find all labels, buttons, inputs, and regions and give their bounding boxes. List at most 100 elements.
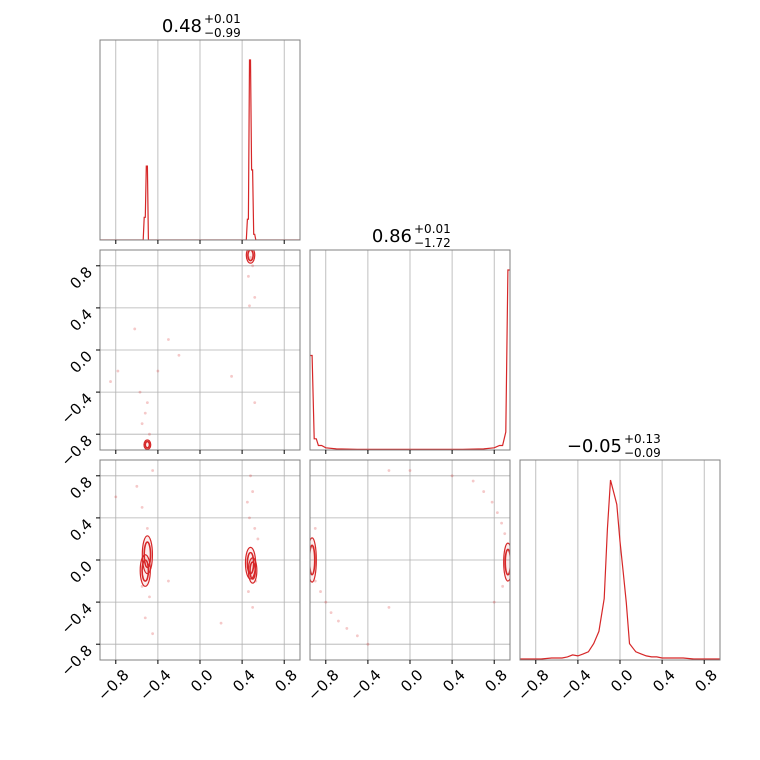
y-tick-label-4: 0.8 — [66, 473, 96, 503]
panel-2-2: −0.8 −0.4 0.0 0.4 0.8 −0.05 +0.13−0.09 — [514, 432, 721, 705]
title-minus: −1.72 — [414, 236, 451, 250]
scatter-point-19 — [493, 601, 496, 604]
scatter-point-9 — [247, 590, 250, 593]
y-tick-label-0: −0.8 — [58, 641, 96, 679]
scatter-point-6 — [144, 412, 147, 415]
scatter-point-1 — [141, 506, 144, 509]
panel-content — [109, 247, 256, 449]
scatter-point-12 — [178, 354, 181, 357]
x-tick-label-2: 0.0 — [397, 666, 427, 696]
scatter-point-5 — [141, 422, 144, 425]
scatter-point-15 — [496, 511, 499, 514]
title-plus: +0.01 — [204, 12, 241, 26]
scatter-point-3 — [253, 296, 256, 299]
scatter-point-1 — [319, 590, 322, 593]
y-tick-label-1: −0.4 — [58, 599, 96, 637]
title-minus: −0.99 — [204, 26, 241, 40]
scatter-point-3 — [144, 616, 147, 619]
panel-content — [114, 469, 259, 635]
x-tick-label-2: 0.0 — [187, 666, 217, 696]
x-tick-label-1: −0.4 — [136, 666, 174, 704]
scatter-point-10 — [409, 469, 412, 472]
y-tick-label-2: 0.0 — [66, 557, 96, 587]
x-tick-label-0: −0.8 — [514, 666, 552, 704]
scatter-point-13 — [230, 375, 233, 378]
scatter-point-20 — [388, 606, 391, 609]
scatter-point-14 — [253, 401, 256, 404]
scatter-point-4 — [248, 304, 251, 307]
x-tick-label-1: −0.4 — [346, 666, 384, 704]
title-value: 0.86 — [372, 226, 412, 247]
x-tick-label-3: 0.4 — [229, 666, 259, 696]
scatter-point-17 — [503, 532, 506, 535]
title-plus: +0.01 — [414, 222, 451, 236]
panel-title-0: 0.48 +0.01−0.99 — [162, 12, 241, 40]
scatter-point-3 — [330, 611, 333, 614]
scatter-point-14 — [491, 501, 494, 504]
panel-2-0: −0.8 −0.4 0.0 0.4 0.8−0.8−0.40.00.40.8 — [58, 460, 301, 705]
y-tick-label-3: 0.4 — [66, 305, 96, 335]
scatter-point-15 — [220, 622, 223, 625]
scatter-point-18 — [501, 585, 504, 588]
scatter-point-6 — [356, 634, 359, 637]
scatter-point-7 — [248, 516, 251, 519]
title-value: −0.05 — [567, 436, 622, 457]
scatter-point-6 — [251, 490, 254, 493]
scatter-point-4 — [151, 632, 154, 635]
x-tick-label-4: 0.8 — [481, 666, 511, 696]
y-tick-label-0: −0.8 — [58, 431, 96, 469]
scatter-point-12 — [114, 495, 117, 498]
y-tick-label-2: 0.0 — [66, 347, 96, 377]
scatter-point-1 — [251, 264, 254, 267]
scatter-point-5 — [249, 474, 252, 477]
y-tick-label-1: −0.4 — [58, 389, 96, 427]
x-tick-label-3: 0.4 — [439, 666, 469, 696]
scatter-point-11 — [451, 474, 454, 477]
x-tick-label-3: 0.4 — [649, 666, 679, 696]
y-tick-label-3: 0.4 — [66, 515, 96, 545]
title-value: 0.48 — [162, 16, 202, 37]
panel-2-1: −0.8 −0.4 0.0 0.4 0.8 — [304, 460, 512, 705]
panel-1-0: −0.8 −0.4 0.0 0.4 0.8 — [58, 247, 300, 470]
scatter-point-15 — [109, 380, 112, 383]
scatter-point-14 — [167, 580, 170, 583]
x-tick-label-4: 0.8 — [271, 666, 301, 696]
scatter-point-0 — [146, 527, 149, 530]
x-tick-label-0: −0.8 — [94, 666, 132, 704]
scatter-point-5 — [345, 627, 348, 630]
scatter-point-11 — [167, 338, 170, 341]
scatter-point-16 — [156, 370, 159, 373]
scatter-point-8 — [253, 527, 256, 530]
scatter-point-10 — [251, 606, 254, 609]
scatter-point-9 — [148, 433, 151, 436]
panel-0-0: 0.48 +0.01−0.99 — [100, 12, 300, 244]
scatter-point-7 — [146, 401, 149, 404]
scatter-point-17 — [133, 328, 136, 331]
scatter-point-4 — [337, 620, 340, 623]
scatter-point-2 — [247, 275, 250, 278]
scatter-point-11 — [256, 538, 259, 541]
scatter-point-2 — [324, 601, 327, 604]
scatter-point-13 — [151, 469, 154, 472]
scatter-point-17 — [246, 501, 249, 504]
scatter-point-10 — [116, 370, 119, 373]
scatter-point-18 — [135, 485, 138, 488]
scatter-point-8 — [314, 527, 317, 530]
scatter-point-7 — [366, 643, 369, 646]
panel-title-2: −0.05 +0.13−0.09 — [567, 432, 661, 460]
panel-1-1: 0.86 +0.01−1.72 — [310, 222, 510, 454]
title-minus: −0.09 — [624, 446, 661, 460]
scatter-point-16 — [500, 522, 503, 525]
scatter-point-13 — [482, 490, 485, 493]
x-tick-label-0: −0.8 — [304, 666, 342, 704]
x-tick-label-2: 0.0 — [607, 666, 637, 696]
scatter-point-9 — [388, 469, 391, 472]
y-tick-label-4: 0.8 — [66, 263, 96, 293]
x-tick-label-4: 0.8 — [691, 666, 721, 696]
title-plus: +0.13 — [624, 432, 661, 446]
scatter-point-12 — [472, 480, 475, 483]
x-tick-label-1: −0.4 — [556, 666, 594, 704]
scatter-point-2 — [148, 595, 151, 598]
scatter-point-8 — [139, 391, 142, 394]
